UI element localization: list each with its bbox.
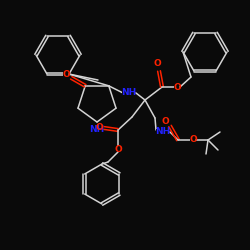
- FancyBboxPatch shape: [122, 90, 136, 96]
- FancyBboxPatch shape: [190, 136, 196, 143]
- FancyBboxPatch shape: [114, 146, 121, 152]
- Text: NH: NH: [90, 126, 104, 134]
- Text: O: O: [95, 122, 103, 132]
- Text: NH: NH: [121, 88, 136, 98]
- FancyBboxPatch shape: [156, 128, 170, 136]
- FancyBboxPatch shape: [174, 84, 180, 90]
- FancyBboxPatch shape: [63, 71, 70, 78]
- FancyBboxPatch shape: [162, 118, 168, 126]
- FancyBboxPatch shape: [90, 126, 104, 134]
- Text: O: O: [161, 118, 169, 126]
- Text: O: O: [114, 144, 122, 154]
- FancyBboxPatch shape: [154, 60, 160, 68]
- Text: O: O: [62, 70, 70, 79]
- FancyBboxPatch shape: [96, 124, 102, 130]
- Text: NH: NH: [156, 128, 170, 136]
- Text: O: O: [173, 82, 181, 92]
- Text: O: O: [189, 136, 197, 144]
- Text: O: O: [153, 60, 161, 68]
